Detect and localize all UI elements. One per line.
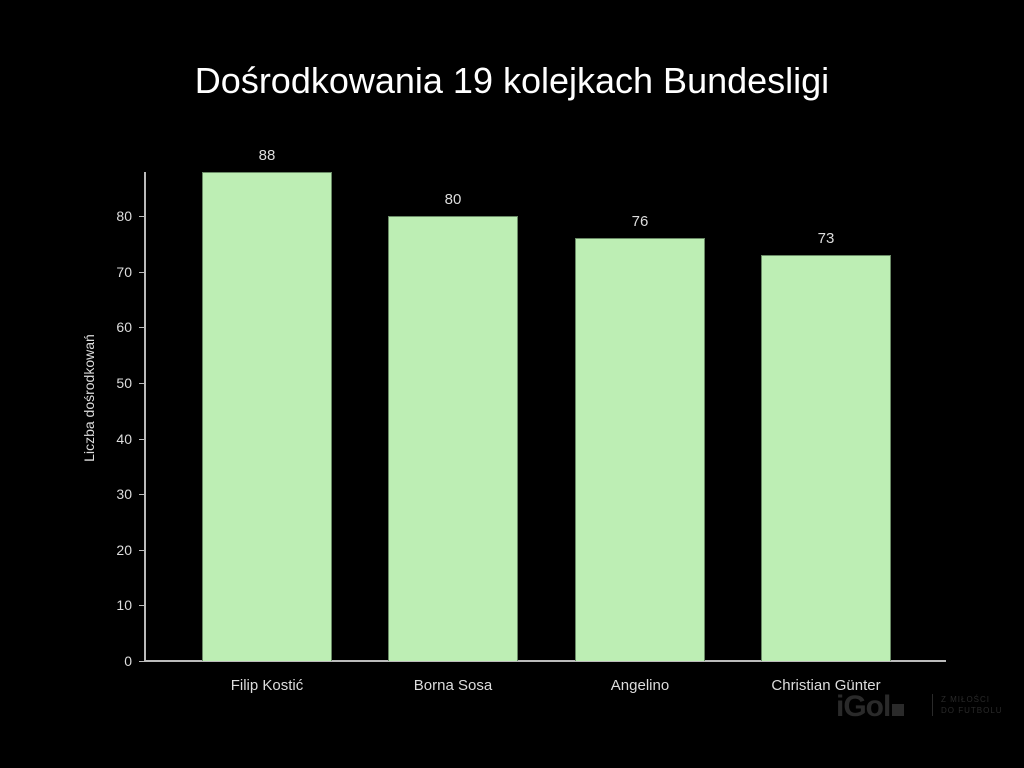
y-tick-mark <box>139 438 145 440</box>
y-tick-label: 70 <box>116 263 132 280</box>
watermark-tagline: Z MIŁOŚCI DO FUTBOLU <box>932 694 1003 716</box>
bar-value-label: 80 <box>444 191 462 208</box>
y-tick-mark <box>139 271 145 273</box>
y-tick-label: 50 <box>116 374 132 391</box>
y-tick-label: 40 <box>116 430 132 447</box>
bar-value-label: 76 <box>631 213 649 231</box>
y-tick-mark <box>139 216 145 217</box>
y-tick-label: 20 <box>116 541 132 558</box>
watermark-logo: iGol <box>836 690 891 723</box>
y-tick-label: 80 <box>116 208 132 224</box>
y-tick-mark <box>139 382 145 384</box>
bar-value-label: 88 <box>258 146 276 164</box>
watermark-tagline-2: DO FUTBOLU <box>941 706 1003 715</box>
chart-title: Dośrodkowania 19 kolejkach Bundesligi <box>194 60 830 101</box>
y-axis-line <box>144 172 146 662</box>
y-tick-mark <box>139 661 145 662</box>
x-tick-label: Borna Sosa <box>413 677 493 694</box>
y-tick-label: 30 <box>116 486 132 503</box>
bar <box>575 238 705 661</box>
watermark: iGol Z MIŁOŚCI DO FUTBOLU <box>836 690 1002 724</box>
bar <box>761 254 891 661</box>
house-icon <box>892 704 905 716</box>
x-tick-label: Christian Günter <box>771 677 881 694</box>
y-tick-mark <box>139 327 145 329</box>
bar <box>202 171 332 661</box>
y-tick-mark <box>139 549 145 551</box>
bar-value-label: 73 <box>817 229 835 247</box>
y-axis-title: Liczba dośrodkowań <box>81 334 97 462</box>
bar <box>388 216 518 661</box>
x-tick-label: Angelino <box>610 677 670 694</box>
y-tick-label: 0 <box>124 653 132 669</box>
watermark-tagline-1: Z MIŁOŚCI <box>941 695 991 704</box>
y-tick-label: 10 <box>116 597 132 614</box>
x-tick-label: Filip Kostić <box>230 677 304 694</box>
y-tick-mark <box>139 605 145 607</box>
y-tick-label: 60 <box>116 319 132 336</box>
x-axis-line <box>144 660 946 662</box>
y-tick-mark <box>139 494 145 496</box>
